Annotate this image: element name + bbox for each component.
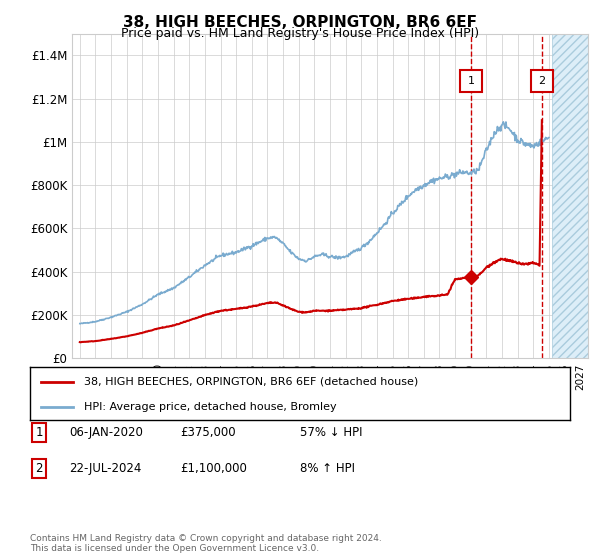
Text: HPI: Average price, detached house, Bromley: HPI: Average price, detached house, Brom… (84, 402, 337, 412)
Text: 2: 2 (538, 76, 545, 86)
Text: Contains HM Land Registry data © Crown copyright and database right 2024.
This d: Contains HM Land Registry data © Crown c… (30, 534, 382, 553)
Text: 1: 1 (468, 76, 475, 86)
Bar (552, 34, 588, 358)
Text: £1,100,000: £1,100,000 (180, 462, 247, 475)
Text: 38, HIGH BEECHES, ORPINGTON, BR6 6EF (detached house): 38, HIGH BEECHES, ORPINGTON, BR6 6EF (de… (84, 377, 418, 387)
Text: 1: 1 (35, 426, 43, 439)
Text: 8% ↑ HPI: 8% ↑ HPI (300, 462, 355, 475)
Text: 57% ↓ HPI: 57% ↓ HPI (300, 426, 362, 439)
Text: 06-JAN-2020: 06-JAN-2020 (69, 426, 143, 439)
Text: Price paid vs. HM Land Registry's House Price Index (HPI): Price paid vs. HM Land Registry's House … (121, 27, 479, 40)
Text: £375,000: £375,000 (180, 426, 236, 439)
Text: 38, HIGH BEECHES, ORPINGTON, BR6 6EF: 38, HIGH BEECHES, ORPINGTON, BR6 6EF (123, 15, 477, 30)
Text: 22-JUL-2024: 22-JUL-2024 (69, 462, 142, 475)
Text: 2: 2 (35, 462, 43, 475)
